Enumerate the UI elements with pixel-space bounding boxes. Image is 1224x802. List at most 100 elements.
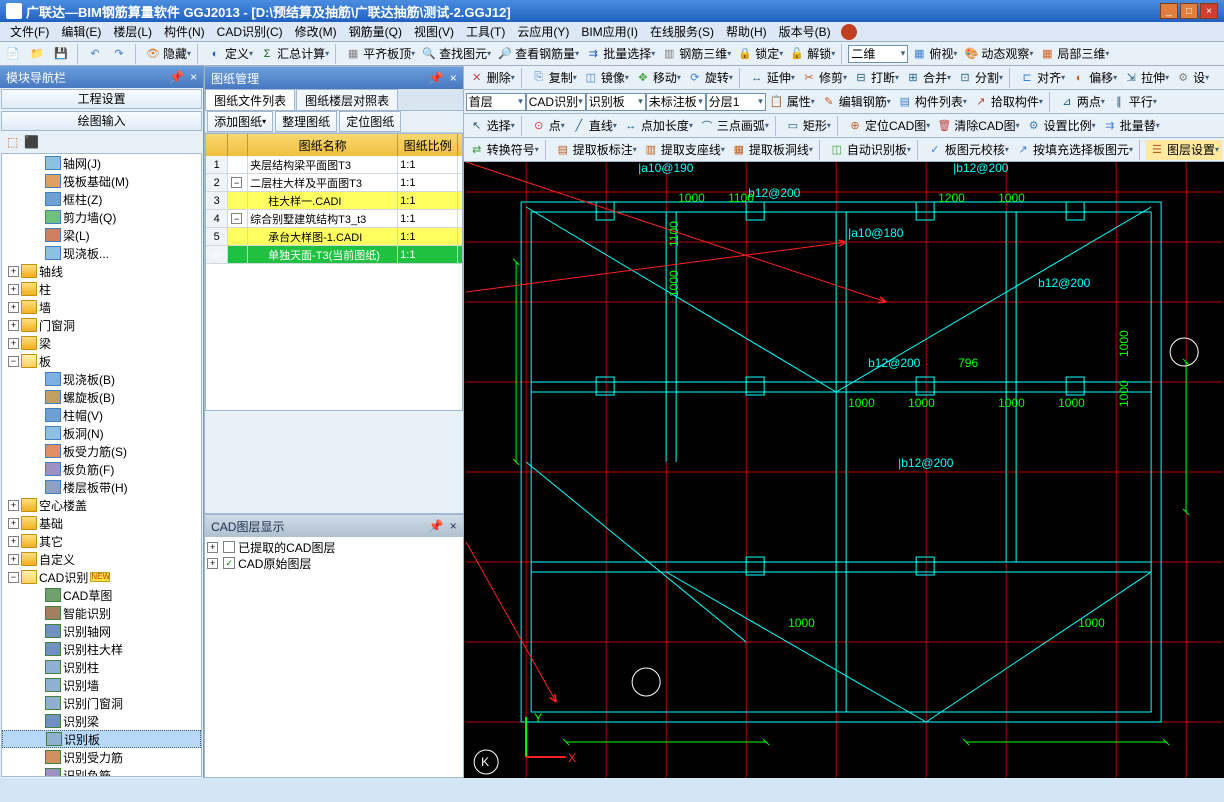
table-row[interactable]: 3柱大样一.CADI1:1 [206,192,462,210]
tb-btn-平行[interactable]: ∥平行 ▾ [1108,92,1160,112]
mini-btn-1[interactable]: ⬚ [7,135,18,149]
close-icon[interactable]: × [190,70,197,84]
pin-icon[interactable]: 📌 [169,70,184,84]
tb-btn-点[interactable]: ⊙点 ▾ [528,116,568,136]
tb-btn-打断[interactable]: ⊟打断 ▾ [850,68,902,88]
tb-btn-解锁[interactable]: 🔓解锁 ▾ [786,44,838,64]
tb-btn-延伸[interactable]: ↔延伸 ▾ [746,68,798,88]
tb-btn-拾取构件[interactable]: ↗拾取构件 ▾ [970,92,1046,112]
tree-item-螺旋板(B)[interactable]: 螺旋板(B) [2,388,201,406]
tb-btn-设[interactable]: ⚙设 ▾ [1172,68,1212,88]
tree-item-识别墙[interactable]: 识别墙 [2,676,201,694]
menu-item-9[interactable]: 云应用(Y) [511,23,575,40]
col-图纸比例[interactable]: 图纸比例 [398,134,458,156]
close-icon[interactable]: × [450,71,457,85]
checkbox[interactable] [223,541,235,553]
tb-btn-锁定[interactable]: 🔒锁定 ▾ [734,44,786,64]
tree-item-板负筋(F)[interactable]: 板负筋(F) [2,460,201,478]
menu-item-13[interactable]: 版本号(B) [773,23,837,40]
menu-item-11[interactable]: 在线服务(S) [644,23,720,40]
dropdown-4[interactable]: 分层1 [706,93,766,111]
cad-canvas[interactable]: YXK|a10@190b12@200|b12@20010001100|a10@1… [464,162,1224,778]
tb-btn-编辑钢筋[interactable]: ✎编辑钢筋 ▾ [818,92,894,112]
menu-item-1[interactable]: 编辑(E) [55,23,107,40]
tree-item-板受力筋(S)[interactable]: 板受力筋(S) [2,442,201,460]
tb-btn-汇总计算[interactable]: Σ汇总计算 ▾ [256,44,332,64]
bug-icon[interactable] [841,24,857,40]
tab-floor-map[interactable]: 图纸楼层对照表 [296,89,398,110]
tb-btn-0[interactable]: 📄 [2,44,26,64]
menu-item-12[interactable]: 帮助(H) [720,23,773,40]
tab-file-list[interactable]: 图纸文件列表 [205,89,295,110]
tb-btn-批量替[interactable]: ⇉批量替 ▾ [1099,116,1163,136]
tree-item-墙[interactable]: +墙 [2,298,201,316]
table-row[interactable]: 2−二层柱大样及平面图T31:1 [206,174,462,192]
tb-btn-批量选择[interactable]: ⇉批量选择 ▾ [582,44,658,64]
toggle-icon[interactable]: + [8,536,19,547]
tb-btn-查找图元[interactable]: 🔍查找图元 ▾ [418,44,494,64]
tree-item-智能识别[interactable]: 智能识别 [2,604,201,622]
tb-btn-拉伸[interactable]: ⇲拉伸 ▾ [1120,68,1172,88]
tb-btn-提取板标注[interactable]: ▤提取板标注 ▾ [552,140,640,160]
table-row[interactable]: 4−综合别墅建筑结构T3_t31:1 [206,210,462,228]
drawings-tb-添加图纸[interactable]: 添加图纸 ▾ [207,111,273,132]
col-[interactable] [206,134,228,156]
menu-item-10[interactable]: BIM应用(I) [575,23,644,40]
toggle-icon[interactable]: − [8,356,19,367]
tb-btn-选择[interactable]: ↖选择 ▾ [466,116,518,136]
tb-btn-动态观察[interactable]: 🎨动态观察 ▾ [960,44,1036,64]
dropdown-2[interactable]: 识别板 [586,93,646,111]
tree-item-柱[interactable]: +柱 [2,280,201,298]
table-row[interactable]: 1夹层结构梁平面图T31:1 [206,156,462,174]
tree-item-自定义[interactable]: +自定义 [2,550,201,568]
tree-item-其它[interactable]: +其它 [2,532,201,550]
tb-btn-提取支座线[interactable]: ▥提取支座线 ▾ [640,140,728,160]
tb-btn-4[interactable]: ↶ [84,44,108,64]
tree-item-识别梁[interactable]: 识别梁 [2,712,201,730]
menu-item-0[interactable]: 文件(F) [4,23,55,40]
nav-btn-project[interactable]: 工程设置 [1,89,202,109]
tb-btn-矩形[interactable]: ▭矩形 ▾ [782,116,834,136]
checkbox[interactable]: ✓ [223,557,235,569]
cadlayer-item[interactable]: +✓CAD原始图层 [207,555,461,571]
tb-btn-平齐板顶[interactable]: ▦平齐板顶 ▾ [342,44,418,64]
col-[interactable] [228,134,248,156]
menu-item-8[interactable]: 工具(T) [460,23,511,40]
tb-btn-设置比例[interactable]: ⚙设置比例 ▾ [1023,116,1099,136]
tb-btn-三点画弧[interactable]: ⌒三点画弧 ▾ [696,116,772,136]
tb-btn-2[interactable]: 💾 [50,44,74,64]
tree-item-轴线[interactable]: +轴线 [2,262,201,280]
dropdown-0[interactable]: 首层 [466,93,526,111]
col-图纸名称[interactable]: 图纸名称 [248,134,398,156]
drawings-tb-整理图纸[interactable]: 整理图纸 [275,111,337,132]
toggle-icon[interactable]: + [8,338,19,349]
toggle-icon[interactable]: + [8,500,19,511]
tree-item-筏板基础(M)[interactable]: 筏板基础(M) [2,172,201,190]
toggle-icon[interactable]: + [8,320,19,331]
tb-btn-偏移[interactable]: ◐偏移 ▾ [1068,68,1120,88]
tb-btn-局部三维[interactable]: ▦局部三维 ▾ [1036,44,1112,64]
tree-item-识别受力筋[interactable]: 识别受力筋 [2,748,201,766]
tb-btn-复制[interactable]: ⎘复制 ▾ [528,68,580,88]
tb-btn-合并[interactable]: ⊞合并 ▾ [902,68,954,88]
menu-item-2[interactable]: 楼层(L) [107,23,158,40]
tb-btn-钢筋三维[interactable]: ▥钢筋三维 ▾ [658,44,734,64]
tree-item-CAD草图[interactable]: CAD草图 [2,586,201,604]
drawings-tb-定位图纸[interactable]: 定位图纸 [339,111,401,132]
nav-btn-draw[interactable]: 绘图输入 [1,111,202,131]
tree-item-基础[interactable]: +基础 [2,514,201,532]
tb-btn-自动识别板[interactable]: ◫自动识别板 ▾ [826,140,914,160]
tree-item-轴网(J)[interactable]: 轴网(J) [2,154,201,172]
tb-btn-5[interactable]: ↷ [108,44,132,64]
toggle-icon[interactable]: + [8,266,19,277]
tb-btn-清除CAD图[interactable]: 🗑清除CAD图 ▾ [933,116,1022,136]
toggle-icon[interactable]: + [8,554,19,565]
tree-item-剪力墙(Q)[interactable]: 剪力墙(Q) [2,208,201,226]
toggle-icon[interactable]: + [8,284,19,295]
menu-item-7[interactable]: 视图(V) [408,23,460,40]
tb-btn-板图元校核[interactable]: ✓板图元校核 ▾ [924,140,1012,160]
tree-item-识别门窗洞[interactable]: 识别门窗洞 [2,694,201,712]
tb-btn-两点[interactable]: ⊿两点 ▾ [1056,92,1108,112]
tb-btn-俯视[interactable]: ▦俯视 ▾ [908,44,960,64]
tb-btn-镜像[interactable]: ◫镜像 ▾ [580,68,632,88]
